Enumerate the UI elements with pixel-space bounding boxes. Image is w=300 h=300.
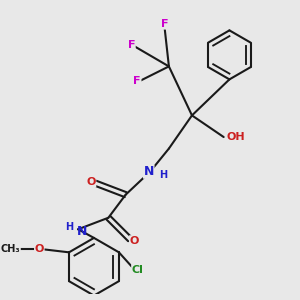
Text: N: N [77,225,88,238]
Text: O: O [34,244,44,254]
Text: N: N [143,165,154,178]
Text: O: O [86,177,96,187]
Text: F: F [134,76,141,86]
Text: Cl: Cl [132,265,144,275]
Text: F: F [161,19,168,29]
Text: H: H [65,222,74,232]
Text: F: F [128,40,135,50]
Text: CH₃: CH₃ [1,244,20,254]
Text: H: H [159,170,167,180]
Text: OH: OH [226,132,245,142]
Text: O: O [130,236,139,246]
